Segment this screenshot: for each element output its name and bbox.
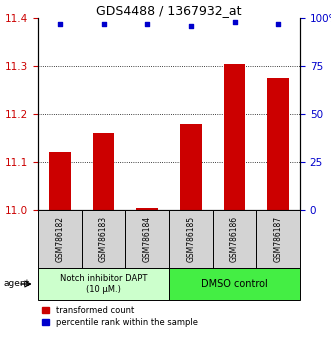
Bar	[136, 207, 158, 210]
Point	[232, 19, 237, 25]
Text: DMSO control: DMSO control	[201, 279, 268, 289]
Text: GSM786183: GSM786183	[99, 216, 108, 262]
Bar	[93, 133, 115, 210]
Point	[145, 21, 150, 27]
Title: GDS4488 / 1367932_at: GDS4488 / 1367932_at	[96, 4, 242, 17]
Bar	[169, 268, 300, 300]
Bar	[125, 210, 169, 268]
Bar	[49, 153, 71, 210]
Text: Notch inhibitor DAPT
(10 μM.): Notch inhibitor DAPT (10 μM.)	[60, 274, 147, 294]
Bar	[169, 210, 213, 268]
Point	[275, 21, 281, 27]
Text: GSM786184: GSM786184	[143, 216, 152, 262]
Text: GSM786186: GSM786186	[230, 216, 239, 262]
Bar	[180, 124, 202, 210]
Text: agent: agent	[3, 280, 29, 289]
Bar	[213, 210, 256, 268]
Bar	[38, 210, 82, 268]
Legend: transformed count, percentile rank within the sample: transformed count, percentile rank withi…	[42, 306, 198, 327]
Point	[57, 21, 63, 27]
Text: GSM786182: GSM786182	[55, 216, 64, 262]
Bar	[256, 210, 300, 268]
Point	[188, 23, 194, 29]
Bar	[82, 210, 125, 268]
Bar	[267, 78, 289, 210]
Point	[101, 21, 106, 27]
Bar	[223, 64, 245, 210]
Text: GSM786185: GSM786185	[186, 216, 195, 262]
Text: GSM786187: GSM786187	[274, 216, 283, 262]
Bar	[38, 268, 169, 300]
